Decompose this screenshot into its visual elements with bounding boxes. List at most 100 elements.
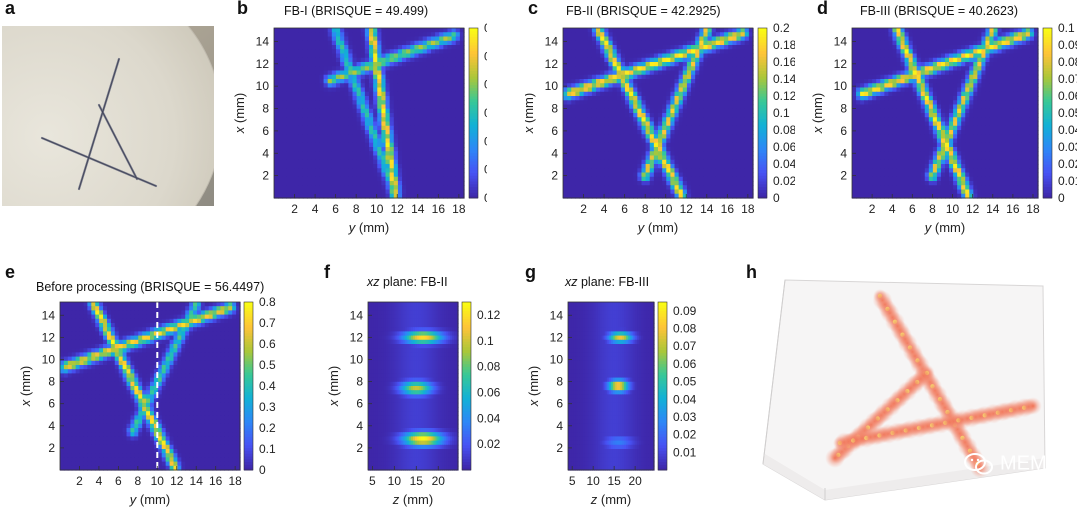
heatmap-cell xyxy=(422,108,428,114)
heatmap-cell xyxy=(302,49,308,55)
heatmap-cell xyxy=(666,45,671,50)
heatmap-cell xyxy=(888,57,894,63)
heatmap-cell xyxy=(1029,53,1035,59)
heatmap-cell xyxy=(624,185,630,191)
heatmap-cell xyxy=(282,108,287,114)
heatmap-cell xyxy=(633,57,638,63)
heatmap-cells xyxy=(274,28,465,199)
heatmap-cell xyxy=(451,45,457,50)
heatmap-cell xyxy=(377,147,382,152)
heatmap-cell xyxy=(439,40,444,46)
heatmap-cell xyxy=(447,70,453,76)
heatmap-cell xyxy=(957,53,962,59)
heatmap-cell xyxy=(637,91,643,97)
heatmap-cell xyxy=(649,117,655,123)
heatmap-cell xyxy=(682,130,688,135)
heatmap-cell xyxy=(670,147,676,152)
heatmap-cell xyxy=(335,155,341,161)
heatmap-cell xyxy=(1005,87,1011,93)
heatmap-cell xyxy=(418,125,424,131)
heatmap-cell xyxy=(658,79,663,84)
heatmap-cell xyxy=(579,28,585,33)
heatmap-cell xyxy=(327,79,333,84)
heatmap-cell xyxy=(732,74,738,80)
heatmap-cell xyxy=(591,172,597,178)
heatmap-cell xyxy=(884,87,889,93)
colorbar-step xyxy=(758,189,767,193)
heatmap-cell xyxy=(406,138,411,144)
heatmap-cell xyxy=(406,32,411,38)
heatmap-cell xyxy=(740,138,746,144)
heatmap-cell xyxy=(563,104,568,110)
heatmap-cell xyxy=(641,32,647,38)
heatmap-cell xyxy=(389,185,395,191)
heatmap-cell xyxy=(732,125,738,131)
heatmap-cell xyxy=(373,79,378,84)
heatmap-cell xyxy=(426,155,432,161)
heatmap-cell xyxy=(315,32,321,38)
heatmap-cell xyxy=(703,159,709,165)
heatmap-cell xyxy=(876,100,881,106)
heatmap-cell xyxy=(591,168,597,174)
heatmap-cell xyxy=(443,164,449,169)
heatmap-cell xyxy=(977,104,982,110)
heatmap-cell xyxy=(286,181,292,186)
heatmap-cell xyxy=(381,70,387,76)
heatmap-cell xyxy=(703,125,709,131)
heatmap-cell xyxy=(852,49,857,55)
heatmap-cell xyxy=(430,155,436,161)
heatmap-cell xyxy=(719,104,725,110)
heatmap-cell xyxy=(699,176,705,182)
heatmap-cell xyxy=(393,70,399,76)
heatmap-cell xyxy=(274,168,279,174)
heatmap-cell xyxy=(658,66,663,72)
heatmap-cell xyxy=(993,66,999,72)
heatmap-cell xyxy=(682,28,688,33)
heatmap-cell xyxy=(426,172,432,178)
heatmap-cell xyxy=(695,57,700,63)
heatmap-cell xyxy=(707,117,713,123)
heatmap-cell xyxy=(356,53,362,59)
heatmap-cell xyxy=(707,45,713,50)
heatmap-cell xyxy=(406,121,411,127)
heatmap-cell xyxy=(571,164,576,169)
heatmap-cell xyxy=(715,130,721,135)
heatmap-cell xyxy=(575,108,581,114)
heatmap-cell xyxy=(278,70,283,76)
heatmap-cell xyxy=(315,159,321,165)
heatmap-cell xyxy=(1033,96,1039,101)
heatmap-cell xyxy=(1029,91,1035,97)
heatmap-cell xyxy=(928,70,934,76)
heatmap-cell xyxy=(662,87,667,93)
heatmap-cell xyxy=(439,121,444,127)
heatmap-cell xyxy=(373,32,378,38)
heatmap-cell xyxy=(641,142,647,148)
heatmap-cells xyxy=(563,28,754,199)
heatmap-cell xyxy=(736,121,742,127)
colorbar-step xyxy=(758,84,767,88)
heatmap-cell xyxy=(298,96,304,101)
heatmap-cell xyxy=(957,79,962,84)
heatmap-cell xyxy=(719,62,725,67)
heatmap-cell xyxy=(563,53,568,59)
heatmap-cell xyxy=(973,36,978,42)
heatmap-cell xyxy=(624,138,630,144)
heatmap-cell xyxy=(596,168,601,174)
colorbar-step xyxy=(469,181,478,185)
heatmap-cell xyxy=(369,57,374,63)
heatmap-cell xyxy=(641,159,647,165)
heatmap-cell xyxy=(302,181,308,186)
heatmap-cell xyxy=(1013,32,1019,38)
panel-title-g: xz plane: FB-III xyxy=(565,275,649,289)
heatmap-cell xyxy=(908,36,914,42)
heatmap-cell xyxy=(973,40,978,46)
heatmap-cell xyxy=(997,28,1003,33)
heatmap-cell xyxy=(414,117,420,123)
heatmap-cell xyxy=(315,108,321,114)
heatmap-cell xyxy=(691,176,696,182)
heatmap-cell xyxy=(686,45,692,50)
heatmap-cell xyxy=(728,62,733,67)
heatmap-cell xyxy=(608,74,614,80)
heatmap-cell xyxy=(352,62,358,67)
heatmap-cell xyxy=(587,185,593,191)
